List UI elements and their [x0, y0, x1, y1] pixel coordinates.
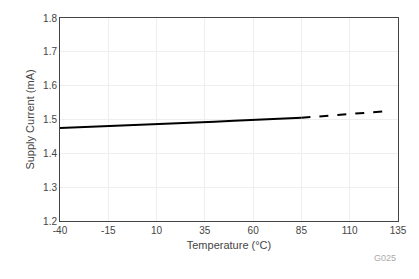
svg-text:Temperature (°C): Temperature (°C): [187, 239, 271, 251]
svg-text:1.8: 1.8: [43, 13, 57, 24]
svg-text:85: 85: [296, 225, 308, 236]
svg-text:1.4: 1.4: [43, 148, 57, 159]
svg-text:35: 35: [199, 225, 211, 236]
svg-text:60: 60: [248, 225, 260, 236]
svg-text:10: 10: [151, 225, 163, 236]
svg-text:135: 135: [390, 225, 407, 236]
svg-text:-15: -15: [101, 225, 116, 236]
svg-text:1.2: 1.2: [43, 216, 57, 227]
svg-text:1.6: 1.6: [43, 80, 57, 91]
svg-text:-40: -40: [53, 225, 68, 236]
svg-text:1.3: 1.3: [43, 182, 57, 193]
svg-text:Supply Current (mA): Supply Current (mA): [24, 69, 36, 169]
svg-text:1.7: 1.7: [43, 46, 57, 57]
svg-text:G025: G025: [374, 253, 396, 263]
svg-text:110: 110: [342, 225, 358, 236]
svg-text:1.5: 1.5: [43, 114, 57, 125]
